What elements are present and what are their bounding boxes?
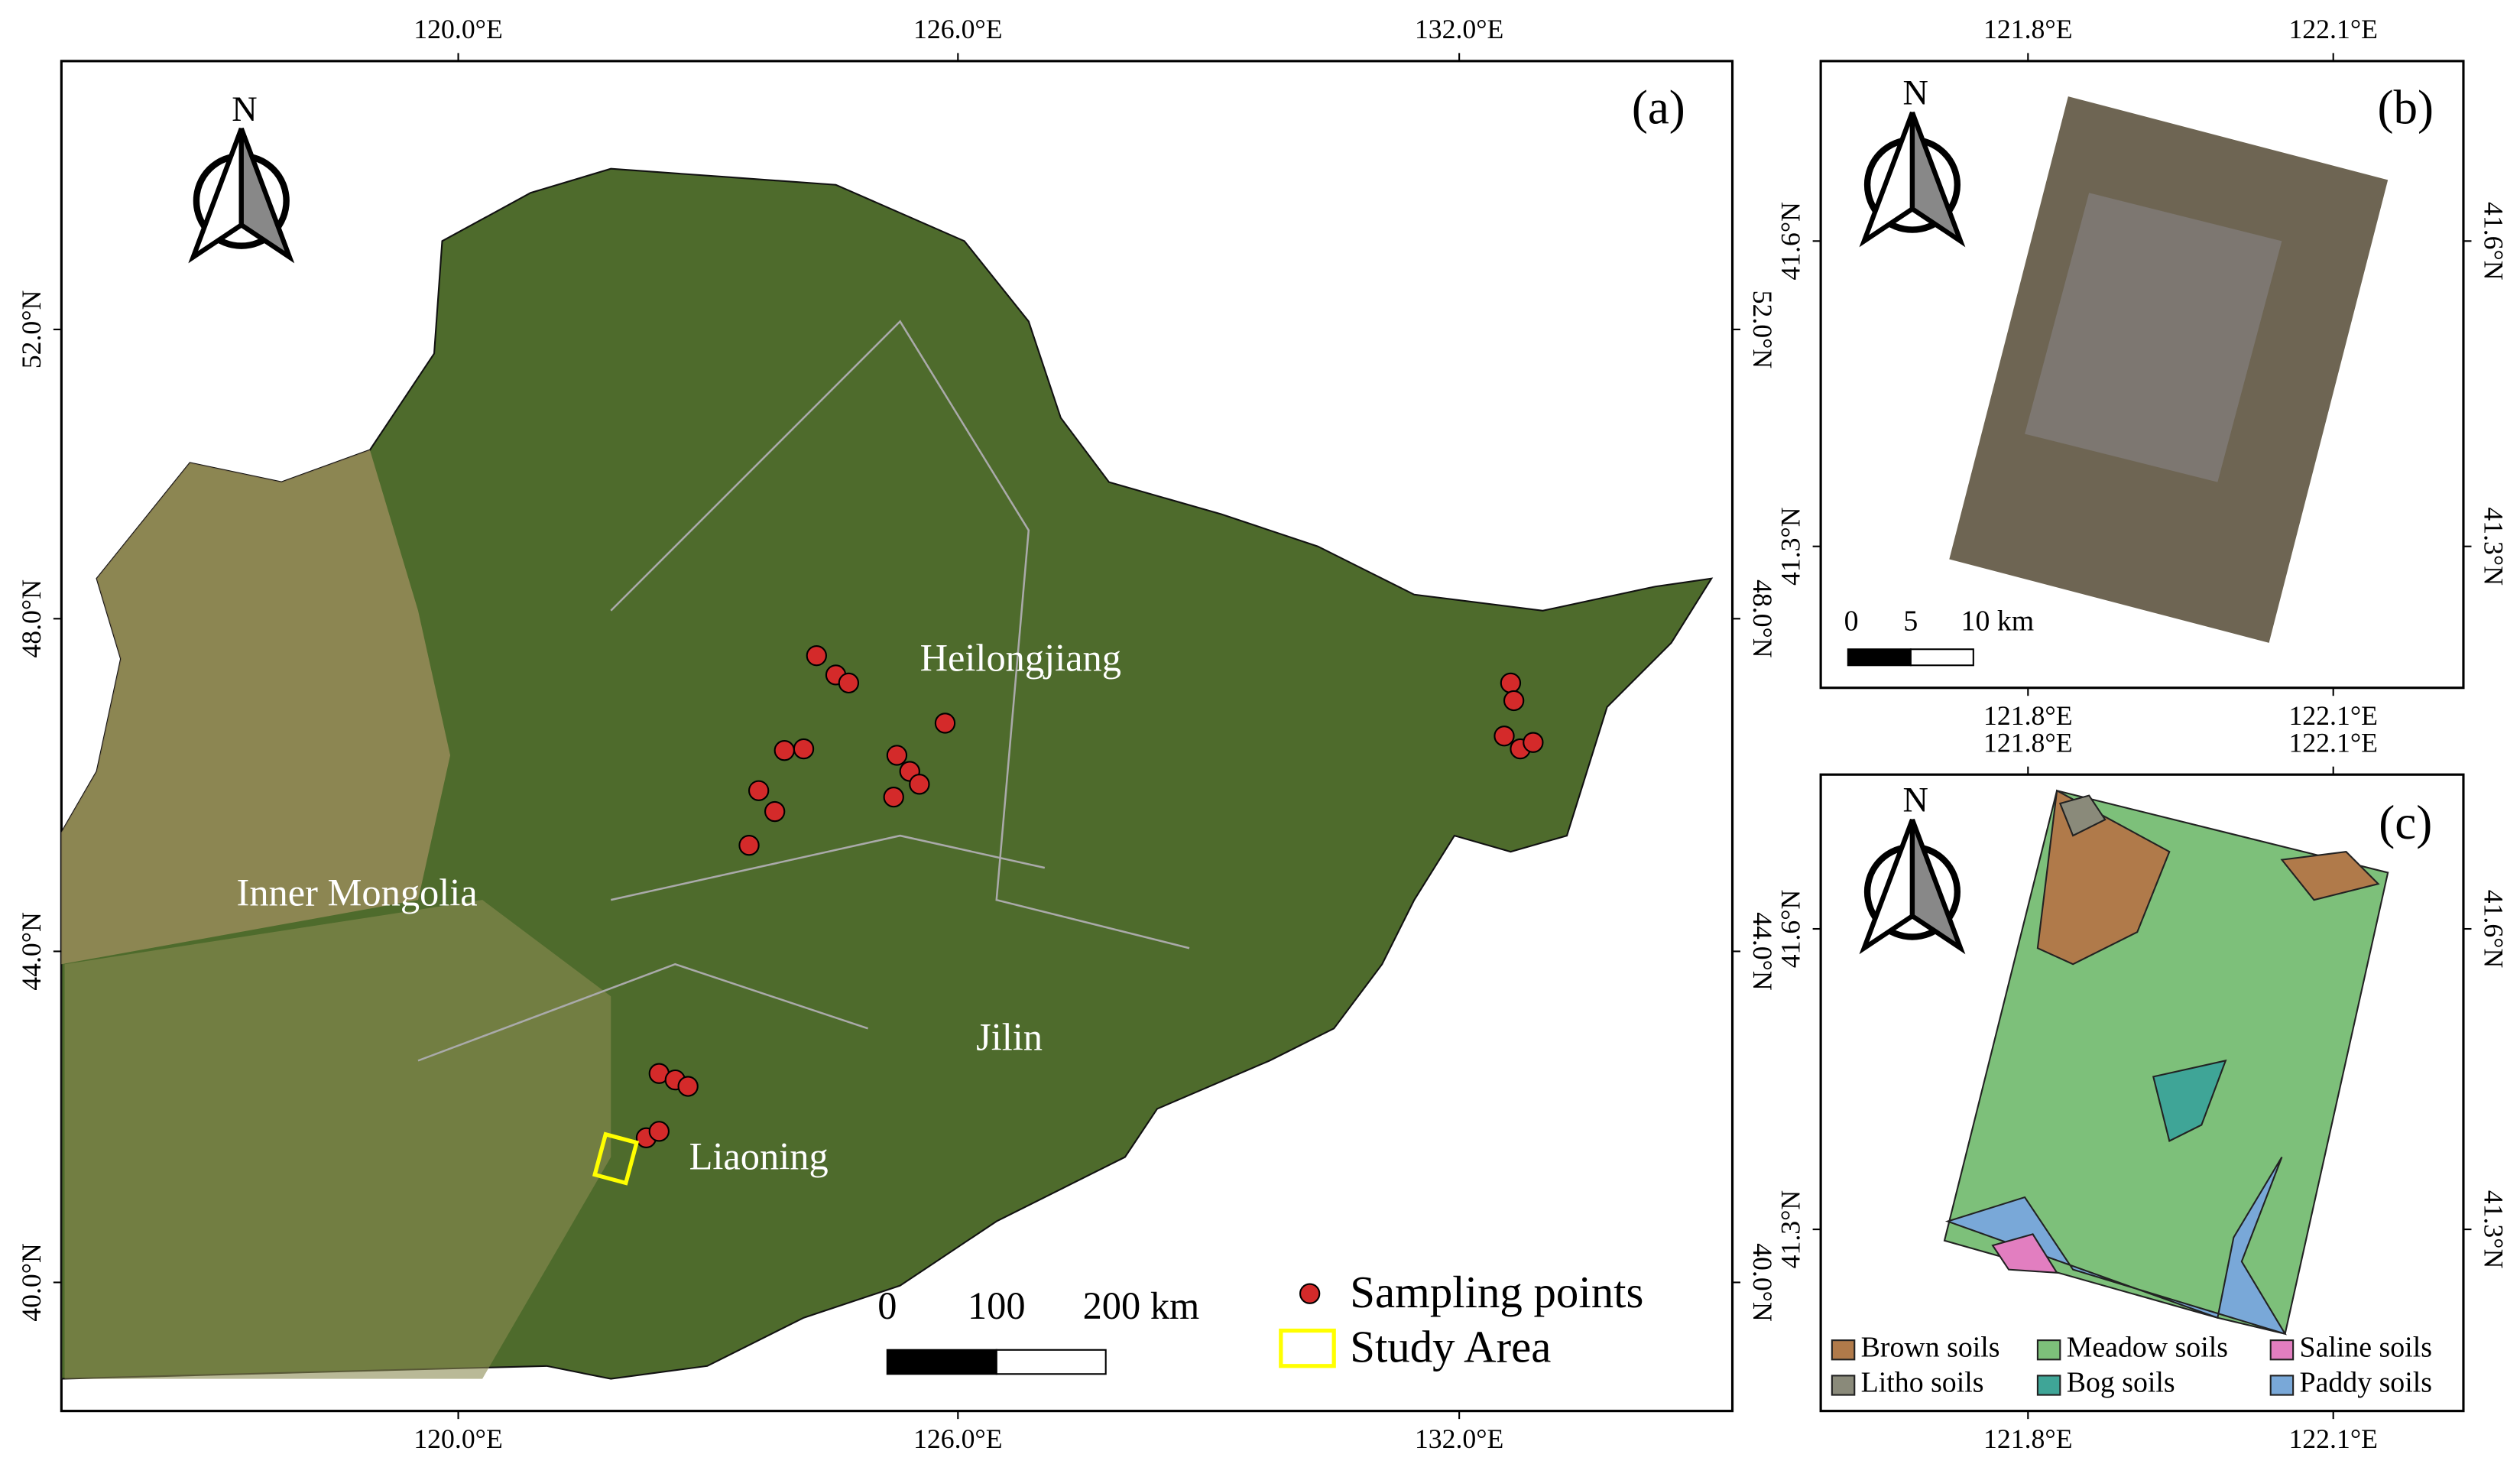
legend-swatch [1831, 1339, 1856, 1361]
lon-tick-label: 121.8°E [1983, 1423, 2072, 1454]
place-name: Heilongjiang [920, 637, 1121, 680]
legend-marker [1279, 1328, 1336, 1368]
scale-label: 5 [1903, 605, 1918, 637]
legend-label: Saline soils [2300, 1331, 2432, 1363]
lon-tick-label: 126.0°E [913, 14, 1002, 44]
lon-tick-label: 121.8°E [1983, 14, 2072, 44]
legend-label: Meadow soils [2067, 1331, 2228, 1363]
legend-swatch [2036, 1339, 2061, 1361]
north-label: N [232, 90, 257, 129]
lat-tick-label: 52.0°N [16, 291, 47, 369]
lon-tick-label: 132.0°E [1415, 14, 1503, 44]
scale-label: 200 km [1083, 1284, 1200, 1327]
lon-tick-label: 122.1°E [2288, 1423, 2377, 1454]
scale-bar [1847, 648, 1912, 667]
study-area-box [592, 1131, 640, 1186]
lon-tick-label: 120.0°E [414, 1423, 502, 1454]
lat-tick-label: 44.0°N [1747, 912, 1778, 991]
scale-label: 10 km [1961, 605, 2035, 637]
panel-label: (b) [2378, 81, 2434, 135]
lat-tick-label: 40.0°N [1747, 1243, 1778, 1322]
scale-bar [995, 1349, 1107, 1375]
lon-tick-label: 126.0°E [913, 1423, 1002, 1454]
panel-label: (c) [2379, 796, 2432, 849]
plain [64, 900, 611, 1379]
lat-tick-label: 44.0°N [16, 912, 47, 991]
lon-tick-label: 122.1°E [2288, 728, 2377, 758]
lon-tick-label: 132.0°E [1415, 1423, 1503, 1454]
panel-label: (a) [1632, 81, 1685, 135]
lon-tick-label: 121.8°E [1983, 700, 2072, 731]
place-name: Inner Mongolia [237, 872, 478, 914]
saline-soils [1991, 1233, 2059, 1274]
north-label: N [1902, 781, 1928, 820]
lat-tick-label: 48.0°N [1747, 579, 1778, 658]
scale-label: 0 [877, 1284, 897, 1327]
lon-tick-label: 122.1°E [2288, 700, 2377, 731]
north-arrow [1909, 112, 1966, 248]
brown-soils-2 [2280, 850, 2380, 901]
legend-label: Brown soils [1861, 1331, 2000, 1363]
lat-tick-label: 41.6°N [1776, 890, 1806, 969]
lat-tick-label: 52.0°N [1747, 291, 1778, 369]
lat-tick-label: 41.6°N [2478, 890, 2509, 969]
lon-tick-label: 122.1°E [2288, 14, 2377, 44]
boundaries [417, 320, 1190, 1062]
place-name: Jilin [976, 1016, 1043, 1059]
lat-tick-label: 41.6°N [2478, 202, 2509, 281]
bog-soils [2152, 1059, 2227, 1143]
legend-swatch [2269, 1375, 2295, 1396]
lat-tick-label: 41.3°N [1776, 507, 1806, 586]
lon-tick-label: 121.8°E [1983, 728, 2072, 758]
legend-swatch [2036, 1375, 2061, 1396]
legend-swatch [1831, 1375, 1856, 1396]
lat-tick-label: 41.3°N [2478, 507, 2509, 586]
legend-label: Study Area [1350, 1322, 1551, 1371]
lon-tick-label: 120.0°E [414, 14, 502, 44]
legend-swatch [2269, 1339, 2295, 1361]
legend-label: Litho soils [1861, 1367, 1984, 1399]
legend-label: Paddy soils [2300, 1367, 2432, 1399]
scale-label: 0 [1844, 605, 1859, 637]
legend-marker [1299, 1283, 1321, 1304]
north-label: N [1902, 74, 1928, 113]
lat-tick-label: 41.6°N [1776, 202, 1806, 281]
north-arrow [1909, 818, 1966, 955]
legend-label: Sampling points [1350, 1268, 1643, 1317]
brown-soils [2036, 789, 2171, 966]
lat-tick-label: 41.3°N [2478, 1190, 2509, 1269]
urban-area [2025, 193, 2282, 482]
scale-bar [1909, 648, 1974, 667]
place-name: Liaoning [689, 1135, 829, 1177]
sampling-points [635, 644, 1544, 1148]
scale-label: 100 [968, 1284, 1026, 1327]
litho-soils [2058, 794, 2106, 837]
scale-bar [886, 1349, 997, 1375]
lat-tick-label: 41.3°N [1776, 1190, 1806, 1269]
north-arrow [238, 128, 295, 264]
lat-tick-label: 48.0°N [16, 579, 47, 658]
steppe [61, 450, 451, 965]
legend-label: Bog soils [2067, 1367, 2175, 1399]
lat-tick-label: 40.0°N [16, 1243, 47, 1322]
